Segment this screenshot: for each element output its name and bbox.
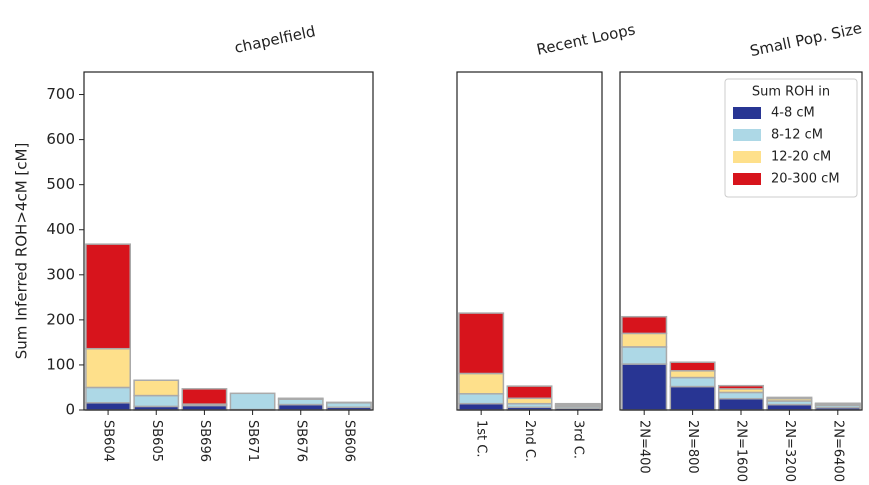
y-tick-label: 600 bbox=[46, 130, 75, 148]
bar-segment bbox=[458, 312, 505, 375]
legend-title: Sum ROH in bbox=[752, 85, 830, 100]
bar-segment bbox=[458, 393, 505, 405]
bar-segment bbox=[621, 363, 668, 411]
panel-title: chapelfield bbox=[233, 22, 317, 57]
x-tick-label: 3rd C. bbox=[570, 420, 585, 459]
legend-swatch bbox=[733, 173, 761, 185]
y-tick-label: 300 bbox=[46, 265, 75, 283]
bar-segment bbox=[277, 398, 324, 406]
bar-segment bbox=[621, 315, 668, 335]
panel-title: Recent Loops bbox=[535, 20, 637, 59]
bar-segment bbox=[85, 402, 131, 411]
bar-segment bbox=[814, 402, 861, 405]
axes-frame bbox=[83, 71, 374, 411]
legend-label: 8-12 cM bbox=[771, 128, 823, 143]
bar-segment bbox=[669, 370, 716, 379]
y-axis-label: Sum Inferred ROH>4cM [cM] bbox=[13, 143, 31, 360]
bar-segment bbox=[277, 397, 324, 400]
bar-segment bbox=[458, 402, 505, 411]
legend-swatch bbox=[733, 151, 761, 163]
bar-segment bbox=[277, 403, 324, 411]
legend-label: 4-8 cM bbox=[771, 106, 815, 121]
bar-segment bbox=[717, 397, 765, 411]
x-tick-label: 2N=800 bbox=[685, 420, 700, 474]
bar-segment bbox=[669, 385, 716, 411]
bar-segment bbox=[621, 346, 668, 365]
bar-segment bbox=[621, 332, 668, 348]
y-tick-label: 100 bbox=[46, 355, 75, 373]
bar-segment bbox=[717, 391, 765, 400]
x-tick-label: 1st C. bbox=[474, 420, 489, 457]
x-tick-label: SB671 bbox=[245, 420, 260, 462]
y-tick-label: 0 bbox=[65, 401, 75, 419]
bar-segment bbox=[554, 402, 601, 406]
x-tick-label: 2N=3200 bbox=[782, 420, 797, 482]
axes-frame bbox=[619, 71, 863, 411]
legend-label: 12-20 cM bbox=[771, 150, 831, 165]
legend-swatch bbox=[733, 129, 761, 141]
axes-frame bbox=[456, 71, 603, 411]
legend-swatch bbox=[733, 107, 761, 119]
bar-segment bbox=[85, 347, 131, 389]
x-tick-label: SB604 bbox=[101, 420, 116, 462]
bar-segment bbox=[133, 394, 180, 408]
bar-segment bbox=[85, 386, 131, 404]
bar-segment bbox=[181, 388, 228, 405]
bar-segment bbox=[717, 384, 765, 390]
x-tick-label: SB606 bbox=[341, 420, 356, 462]
bar-segment bbox=[506, 397, 553, 405]
x-tick-label: 2N=6400 bbox=[830, 420, 845, 482]
y-tick-label: 700 bbox=[46, 85, 75, 103]
bar-segment bbox=[229, 392, 276, 411]
y-tick-label: 500 bbox=[46, 175, 75, 193]
panel-title: Small Pop. Size bbox=[748, 19, 863, 60]
bar-segment bbox=[85, 243, 131, 350]
bar-segment bbox=[133, 379, 180, 397]
bar-segment bbox=[766, 396, 813, 400]
bar-segment bbox=[669, 361, 716, 372]
x-tick-label: SB605 bbox=[149, 420, 164, 462]
y-tick-label: 400 bbox=[46, 220, 75, 238]
x-tick-label: 2N=1600 bbox=[734, 420, 749, 482]
bar-segment bbox=[766, 403, 813, 411]
x-tick-label: SB696 bbox=[197, 420, 212, 462]
bar-segment bbox=[669, 376, 716, 388]
legend-label: 20-300 cM bbox=[771, 172, 840, 187]
bar-segment bbox=[506, 385, 553, 400]
bar-segment bbox=[458, 372, 505, 395]
x-tick-label: SB676 bbox=[293, 420, 308, 462]
y-tick-label: 200 bbox=[46, 310, 75, 328]
x-tick-label: 2N=400 bbox=[637, 420, 652, 474]
x-tick-label: 2nd C. bbox=[522, 420, 537, 462]
